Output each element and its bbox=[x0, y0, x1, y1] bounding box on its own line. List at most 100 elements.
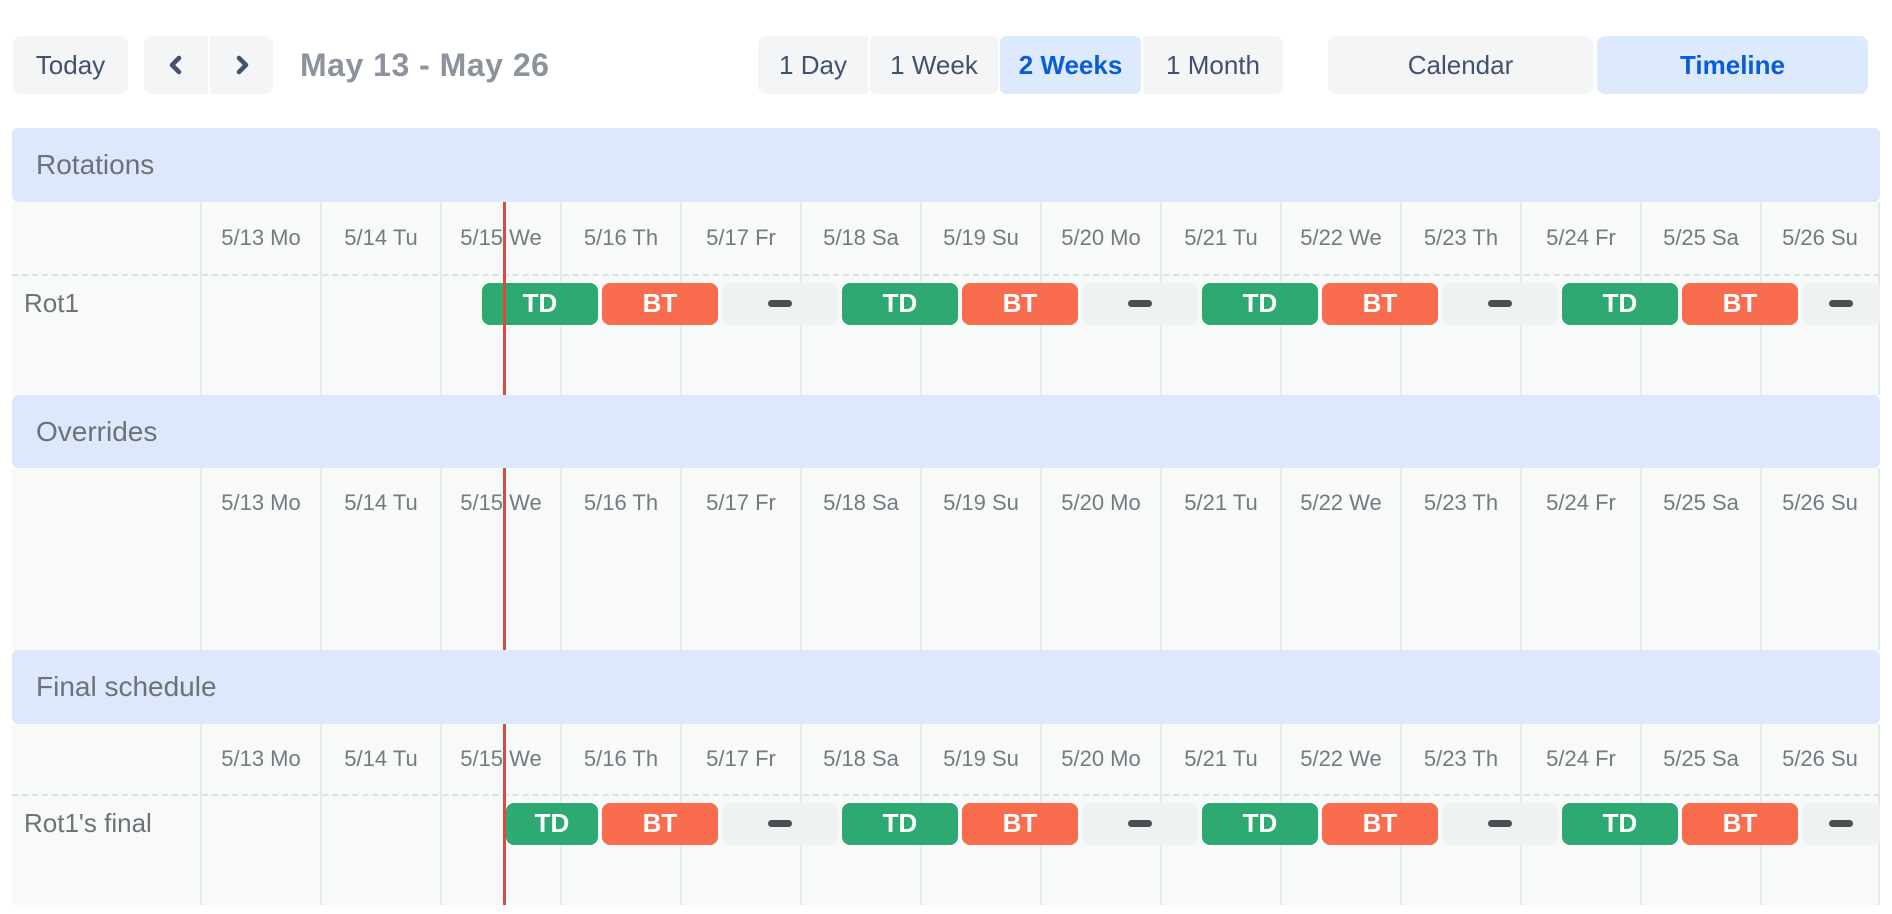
date-header-cell: 5/21 Tu bbox=[1160, 202, 1280, 274]
shift-block-td[interactable]: TD bbox=[505, 802, 598, 845]
current-time-indicator bbox=[502, 724, 506, 905]
date-header-cell: 5/13 Mo bbox=[200, 202, 320, 274]
gap-dash-icon bbox=[1127, 300, 1152, 307]
grid-cell bbox=[440, 853, 560, 905]
date-header-row: 5/13 Mo 5/14 Tu 5/15 We 5/16 Th 5/17 Fr 5/18 … bbox=[12, 724, 1880, 794]
view-button-2-weeks[interactable]: 2 Weeks bbox=[1000, 36, 1141, 94]
date-header-cell: 5/23 Th bbox=[1400, 724, 1520, 794]
gap-block bbox=[1441, 282, 1558, 325]
view-button-1-day[interactable]: 1 Day bbox=[758, 36, 868, 94]
view-button-1-week[interactable]: 1 Week bbox=[870, 36, 998, 94]
date-header-cell: 5/18 Sa bbox=[800, 202, 920, 274]
grid-cell bbox=[920, 853, 1040, 905]
grid-cell bbox=[1760, 538, 1880, 650]
grid-cell bbox=[1520, 333, 1640, 395]
date-range-title: May 13 - May 26 bbox=[300, 46, 550, 83]
gap-dash-icon bbox=[1828, 820, 1853, 827]
gap-block bbox=[1801, 282, 1880, 325]
date-header-cell: 5/21 Tu bbox=[1160, 468, 1280, 538]
date-header-cell: 5/14 Tu bbox=[320, 468, 440, 538]
section-header-overrides: Overrides bbox=[12, 395, 1880, 468]
grid-cell bbox=[320, 538, 440, 650]
date-header-cell: 5/19 Su bbox=[920, 724, 1040, 794]
shift-block-bt[interactable]: BT bbox=[1681, 282, 1798, 325]
date-header-cell: 5/24 Fr bbox=[1520, 724, 1640, 794]
shift-block-td[interactable]: TD bbox=[1561, 282, 1678, 325]
grid-cell bbox=[1640, 333, 1760, 395]
mode-button-calendar[interactable]: Calendar bbox=[1328, 36, 1593, 94]
chevron-left-icon bbox=[169, 55, 182, 75]
shift-block-td[interactable]: TD bbox=[1201, 802, 1318, 845]
date-header-cell: 5/21 Tu bbox=[1160, 724, 1280, 794]
grid-cell bbox=[1400, 853, 1520, 905]
grid-cell bbox=[200, 853, 320, 905]
grid-cell bbox=[800, 853, 920, 905]
view-button-1-month[interactable]: 1 Month bbox=[1143, 36, 1283, 94]
date-header-cell: 5/14 Tu bbox=[320, 724, 440, 794]
row-label-rot1-s-final: Rot1's final bbox=[24, 808, 152, 838]
grid-cell bbox=[680, 333, 800, 395]
shift-block-bt[interactable]: BT bbox=[1681, 802, 1798, 845]
prev-period-button[interactable] bbox=[144, 36, 208, 94]
shift-block-bt[interactable]: BT bbox=[961, 802, 1078, 845]
date-header-cell: 5/25 Sa bbox=[1640, 724, 1760, 794]
date-header-cell: 5/25 Sa bbox=[1640, 468, 1760, 538]
shift-block-bt[interactable]: BT bbox=[601, 282, 718, 325]
section-title: Overrides bbox=[36, 415, 158, 447]
grid-cell bbox=[920, 538, 1040, 650]
grid-cell bbox=[1520, 853, 1640, 905]
section-title: Rotations bbox=[36, 149, 155, 180]
date-header-cell: 5/17 Fr bbox=[680, 724, 800, 794]
date-header-cell: 5/26 Su bbox=[1760, 724, 1880, 794]
gap-dash-icon bbox=[1127, 820, 1152, 827]
date-header-row: 5/13 Mo 5/14 Tu 5/15 We 5/16 Th 5/17 Fr 5/18 … bbox=[12, 202, 1880, 274]
grid-cell bbox=[1760, 333, 1880, 395]
date-header-cell: 5/20 Mo bbox=[1040, 724, 1160, 794]
shift-block-td[interactable]: TD bbox=[841, 282, 958, 325]
date-header-cell: 5/18 Sa bbox=[800, 724, 920, 794]
today-button[interactable]: Today bbox=[13, 36, 128, 94]
grid-cell bbox=[440, 794, 560, 853]
grid-cell bbox=[1760, 853, 1880, 905]
date-header-cell: 5/17 Fr bbox=[680, 202, 800, 274]
shift-block-bt[interactable]: BT bbox=[601, 802, 718, 845]
date-header-cell: 5/19 Su bbox=[920, 202, 1040, 274]
date-header-cell: 5/14 Tu bbox=[320, 202, 440, 274]
shift-block-td[interactable]: TD bbox=[841, 802, 958, 845]
shift-block-td[interactable]: TD bbox=[1201, 282, 1318, 325]
date-header-cell: 5/18 Sa bbox=[800, 468, 920, 538]
grid-cell bbox=[800, 538, 920, 650]
grid-cell bbox=[440, 333, 560, 395]
shift-block-bt[interactable]: BT bbox=[961, 282, 1078, 325]
grid-cell bbox=[680, 538, 800, 650]
date-header-cell: 5/26 Su bbox=[1760, 202, 1880, 274]
shift-block-bt[interactable]: BT bbox=[1321, 802, 1438, 845]
grid-cell bbox=[560, 853, 680, 905]
grid-cell bbox=[680, 853, 800, 905]
date-header-cell: 5/15 We bbox=[440, 724, 560, 794]
grid-cell bbox=[1640, 853, 1760, 905]
grid-cell bbox=[560, 538, 680, 650]
empty-grid-row bbox=[12, 333, 1880, 395]
grid-cell bbox=[1280, 853, 1400, 905]
shift-block-td[interactable]: TD bbox=[481, 282, 598, 325]
gap-block bbox=[721, 282, 838, 325]
grid-cell bbox=[1040, 333, 1160, 395]
date-header-cell: 5/22 We bbox=[1280, 468, 1400, 538]
mode-button-timeline[interactable]: Timeline bbox=[1597, 36, 1868, 94]
grid-cell bbox=[800, 333, 920, 395]
date-header-row: 5/13 Mo 5/14 Tu 5/15 We 5/16 Th 5/17 Fr 5/18 … bbox=[12, 468, 1880, 538]
date-header-cell: 5/16 Th bbox=[560, 724, 680, 794]
gap-dash-icon bbox=[767, 820, 792, 827]
grid-cell bbox=[320, 333, 440, 395]
empty-grid-row bbox=[12, 538, 1880, 650]
next-period-button[interactable] bbox=[210, 36, 273, 94]
shift-block-td[interactable]: TD bbox=[1561, 802, 1678, 845]
shift-block-bt[interactable]: BT bbox=[1321, 282, 1438, 325]
date-header-cell: 5/13 Mo bbox=[200, 724, 320, 794]
gap-dash-icon bbox=[1487, 820, 1512, 827]
empty-grid-row bbox=[12, 853, 1880, 905]
grid-cell bbox=[320, 853, 440, 905]
grid-cell bbox=[320, 274, 440, 333]
gap-block bbox=[721, 802, 838, 845]
